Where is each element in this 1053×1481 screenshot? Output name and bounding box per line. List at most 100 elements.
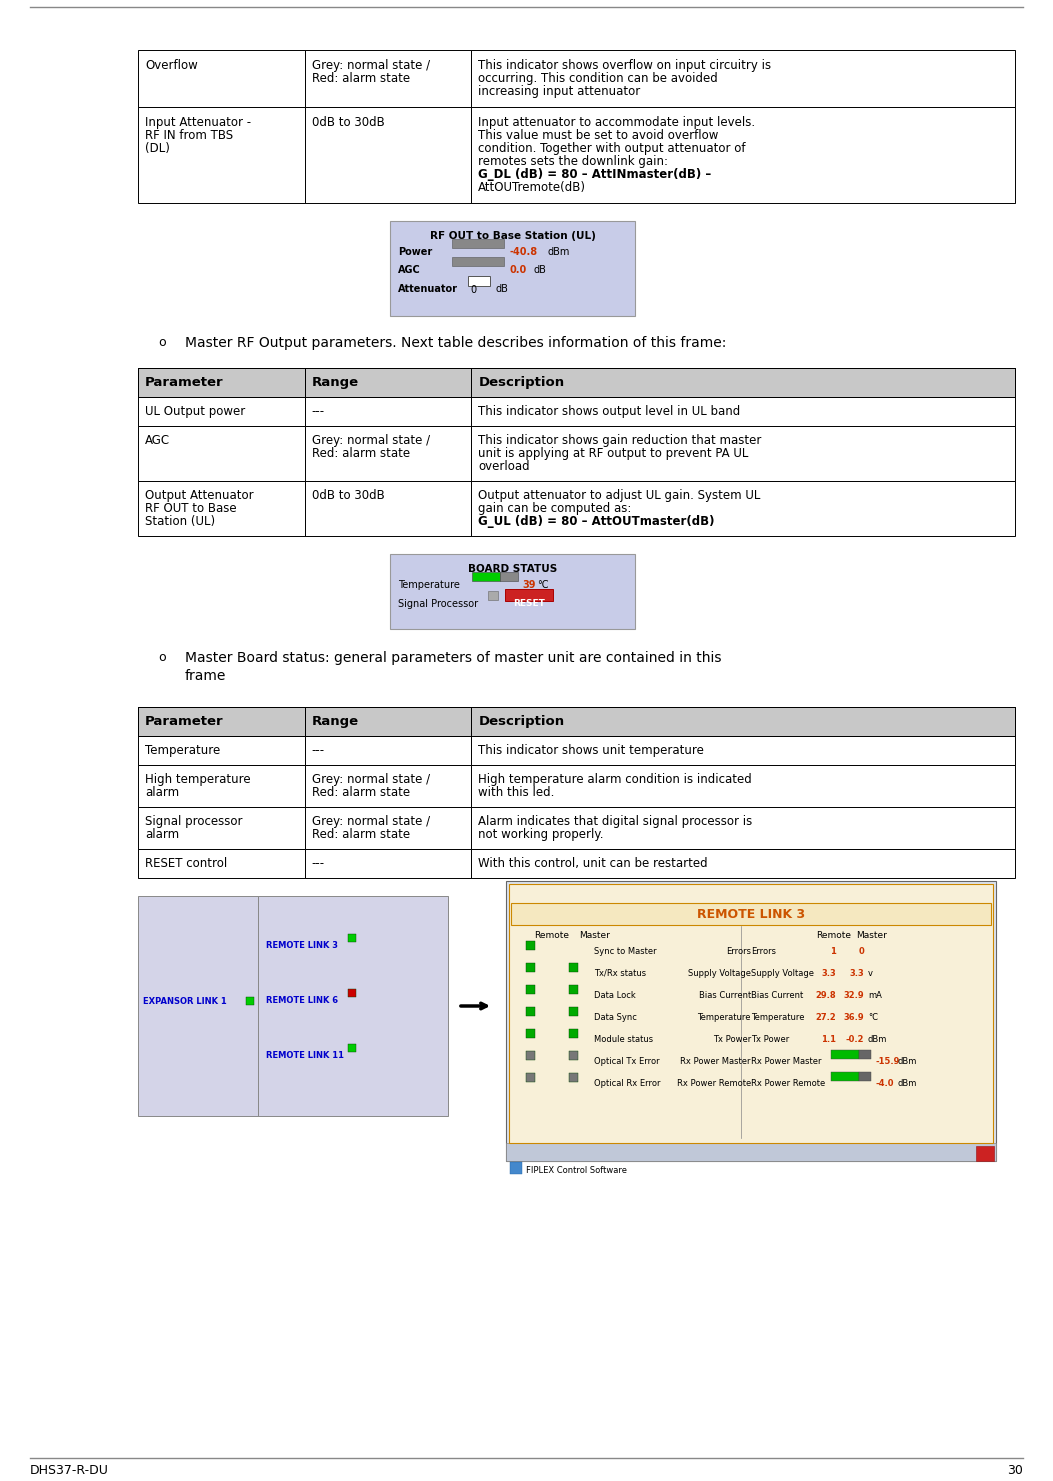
Bar — [505, 589, 553, 601]
Bar — [472, 766, 1015, 807]
Bar — [138, 896, 258, 1117]
Text: -15.9: -15.9 — [876, 1057, 900, 1066]
Bar — [510, 1163, 522, 1174]
Text: 32.9: 32.9 — [843, 991, 865, 1000]
Text: 39: 39 — [522, 581, 536, 589]
Text: Signal Processor: Signal Processor — [398, 598, 478, 609]
Bar — [472, 397, 1015, 427]
Text: Alarm indicates that digital signal processor is: Alarm indicates that digital signal proc… — [478, 815, 753, 828]
Bar — [472, 367, 1015, 397]
Text: Supply Voltage: Supply Voltage — [688, 969, 751, 977]
Bar — [138, 706, 1015, 736]
Text: High temperature alarm condition is indicated: High temperature alarm condition is indi… — [478, 773, 752, 786]
Text: Input attenuator to accommodate input levels.: Input attenuator to accommodate input le… — [478, 116, 755, 129]
Text: with this led.: with this led. — [478, 786, 555, 800]
Bar — [569, 1074, 578, 1083]
Text: dB: dB — [533, 265, 545, 275]
Text: Temperature: Temperature — [697, 1013, 751, 1022]
Text: -4.0: -4.0 — [876, 1080, 894, 1089]
Text: dBm: dBm — [898, 1080, 917, 1089]
Text: AttOUTremote(dB): AttOUTremote(dB) — [478, 181, 587, 194]
Text: 3.3: 3.3 — [850, 969, 865, 977]
Text: gain can be computed as:: gain can be computed as: — [478, 502, 632, 515]
Bar — [304, 849, 472, 878]
Text: (DL): (DL) — [145, 142, 170, 156]
Text: Parameter: Parameter — [145, 376, 223, 390]
Text: With this control, unit can be restarted: With this control, unit can be restarted — [478, 857, 708, 869]
Bar — [452, 258, 504, 267]
Text: Attenuator: Attenuator — [398, 284, 458, 295]
Text: increasing input attenuator: increasing input attenuator — [478, 84, 640, 98]
Text: RESET: RESET — [513, 600, 545, 609]
Text: Module status: Module status — [594, 1035, 653, 1044]
Text: This value must be set to avoid overflow: This value must be set to avoid overflow — [478, 129, 718, 142]
Text: Master: Master — [856, 932, 887, 940]
Text: Temperature: Temperature — [751, 1013, 804, 1022]
Text: Grey: normal state /: Grey: normal state / — [312, 434, 430, 447]
Text: ---: --- — [312, 743, 324, 757]
Text: o: o — [158, 652, 165, 663]
Bar — [569, 963, 578, 972]
Text: Overflow: Overflow — [145, 59, 198, 73]
Text: Rx Power Master: Rx Power Master — [680, 1057, 751, 1066]
Bar — [304, 736, 472, 766]
Bar — [511, 903, 991, 926]
Text: alarm: alarm — [145, 828, 179, 841]
Text: Parameter: Parameter — [145, 715, 223, 729]
Text: condition. Together with output attenuator of: condition. Together with output attenuat… — [478, 142, 746, 156]
Text: o: o — [158, 336, 165, 350]
Bar — [138, 736, 304, 766]
Text: Rx Power Remote: Rx Power Remote — [751, 1080, 826, 1089]
Text: Signal processor: Signal processor — [145, 815, 242, 828]
Text: 0dB to 30dB: 0dB to 30dB — [312, 489, 384, 502]
Text: Bias Current: Bias Current — [699, 991, 751, 1000]
Bar — [472, 736, 1015, 766]
Text: Bias Current: Bias Current — [751, 991, 803, 1000]
Text: Range: Range — [312, 715, 359, 729]
Bar — [390, 221, 635, 315]
Text: -0.2: -0.2 — [846, 1035, 865, 1044]
Bar — [347, 935, 356, 942]
Bar — [138, 397, 304, 427]
Bar — [468, 275, 490, 286]
Bar — [472, 706, 1015, 736]
Text: Grey: normal state /: Grey: normal state / — [312, 815, 430, 828]
Text: Tx/Rx status: Tx/Rx status — [594, 969, 647, 977]
Bar — [138, 766, 304, 807]
Bar — [488, 591, 498, 600]
Text: BOARD STATUS: BOARD STATUS — [468, 564, 557, 575]
Text: Rx Power Master: Rx Power Master — [751, 1057, 821, 1066]
Text: Data Lock: Data Lock — [594, 991, 636, 1000]
Text: 27.2: 27.2 — [815, 1013, 836, 1022]
Text: frame: frame — [185, 669, 226, 683]
Bar — [138, 481, 304, 536]
Text: EXPANSOR LINK 1: EXPANSOR LINK 1 — [143, 997, 226, 1006]
Text: Output attenuator to adjust UL gain. System UL: Output attenuator to adjust UL gain. Sys… — [478, 489, 760, 502]
Text: This indicator shows unit temperature: This indicator shows unit temperature — [478, 743, 704, 757]
Bar — [138, 427, 304, 481]
Bar — [347, 1044, 356, 1052]
Text: Sync to Master: Sync to Master — [594, 946, 657, 957]
Bar — [569, 985, 578, 994]
Text: RF OUT to Base: RF OUT to Base — [145, 502, 237, 515]
Text: not working properly.: not working properly. — [478, 828, 603, 841]
Bar — [831, 1072, 859, 1081]
Text: Errors: Errors — [726, 946, 751, 957]
Text: 30: 30 — [1007, 1463, 1024, 1477]
Text: Remote: Remote — [534, 932, 569, 940]
Text: Power: Power — [398, 247, 432, 258]
Text: Master Board status: general parameters of master unit are contained in this: Master Board status: general parameters … — [185, 652, 721, 665]
Text: REMOTE LINK 11: REMOTE LINK 11 — [266, 1052, 344, 1060]
Bar — [526, 985, 535, 994]
Bar — [859, 1050, 871, 1059]
Bar — [472, 50, 1015, 107]
Bar — [304, 397, 472, 427]
Text: v: v — [868, 969, 873, 977]
Bar — [304, 706, 472, 736]
Text: FIPLEX Control Software: FIPLEX Control Software — [526, 1166, 627, 1174]
Bar — [304, 107, 472, 203]
Bar — [472, 427, 1015, 481]
Bar — [138, 50, 304, 107]
Text: G_DL (dB) = 80 – AttINmaster(dB) –: G_DL (dB) = 80 – AttINmaster(dB) – — [478, 167, 712, 181]
Bar — [569, 1029, 578, 1038]
